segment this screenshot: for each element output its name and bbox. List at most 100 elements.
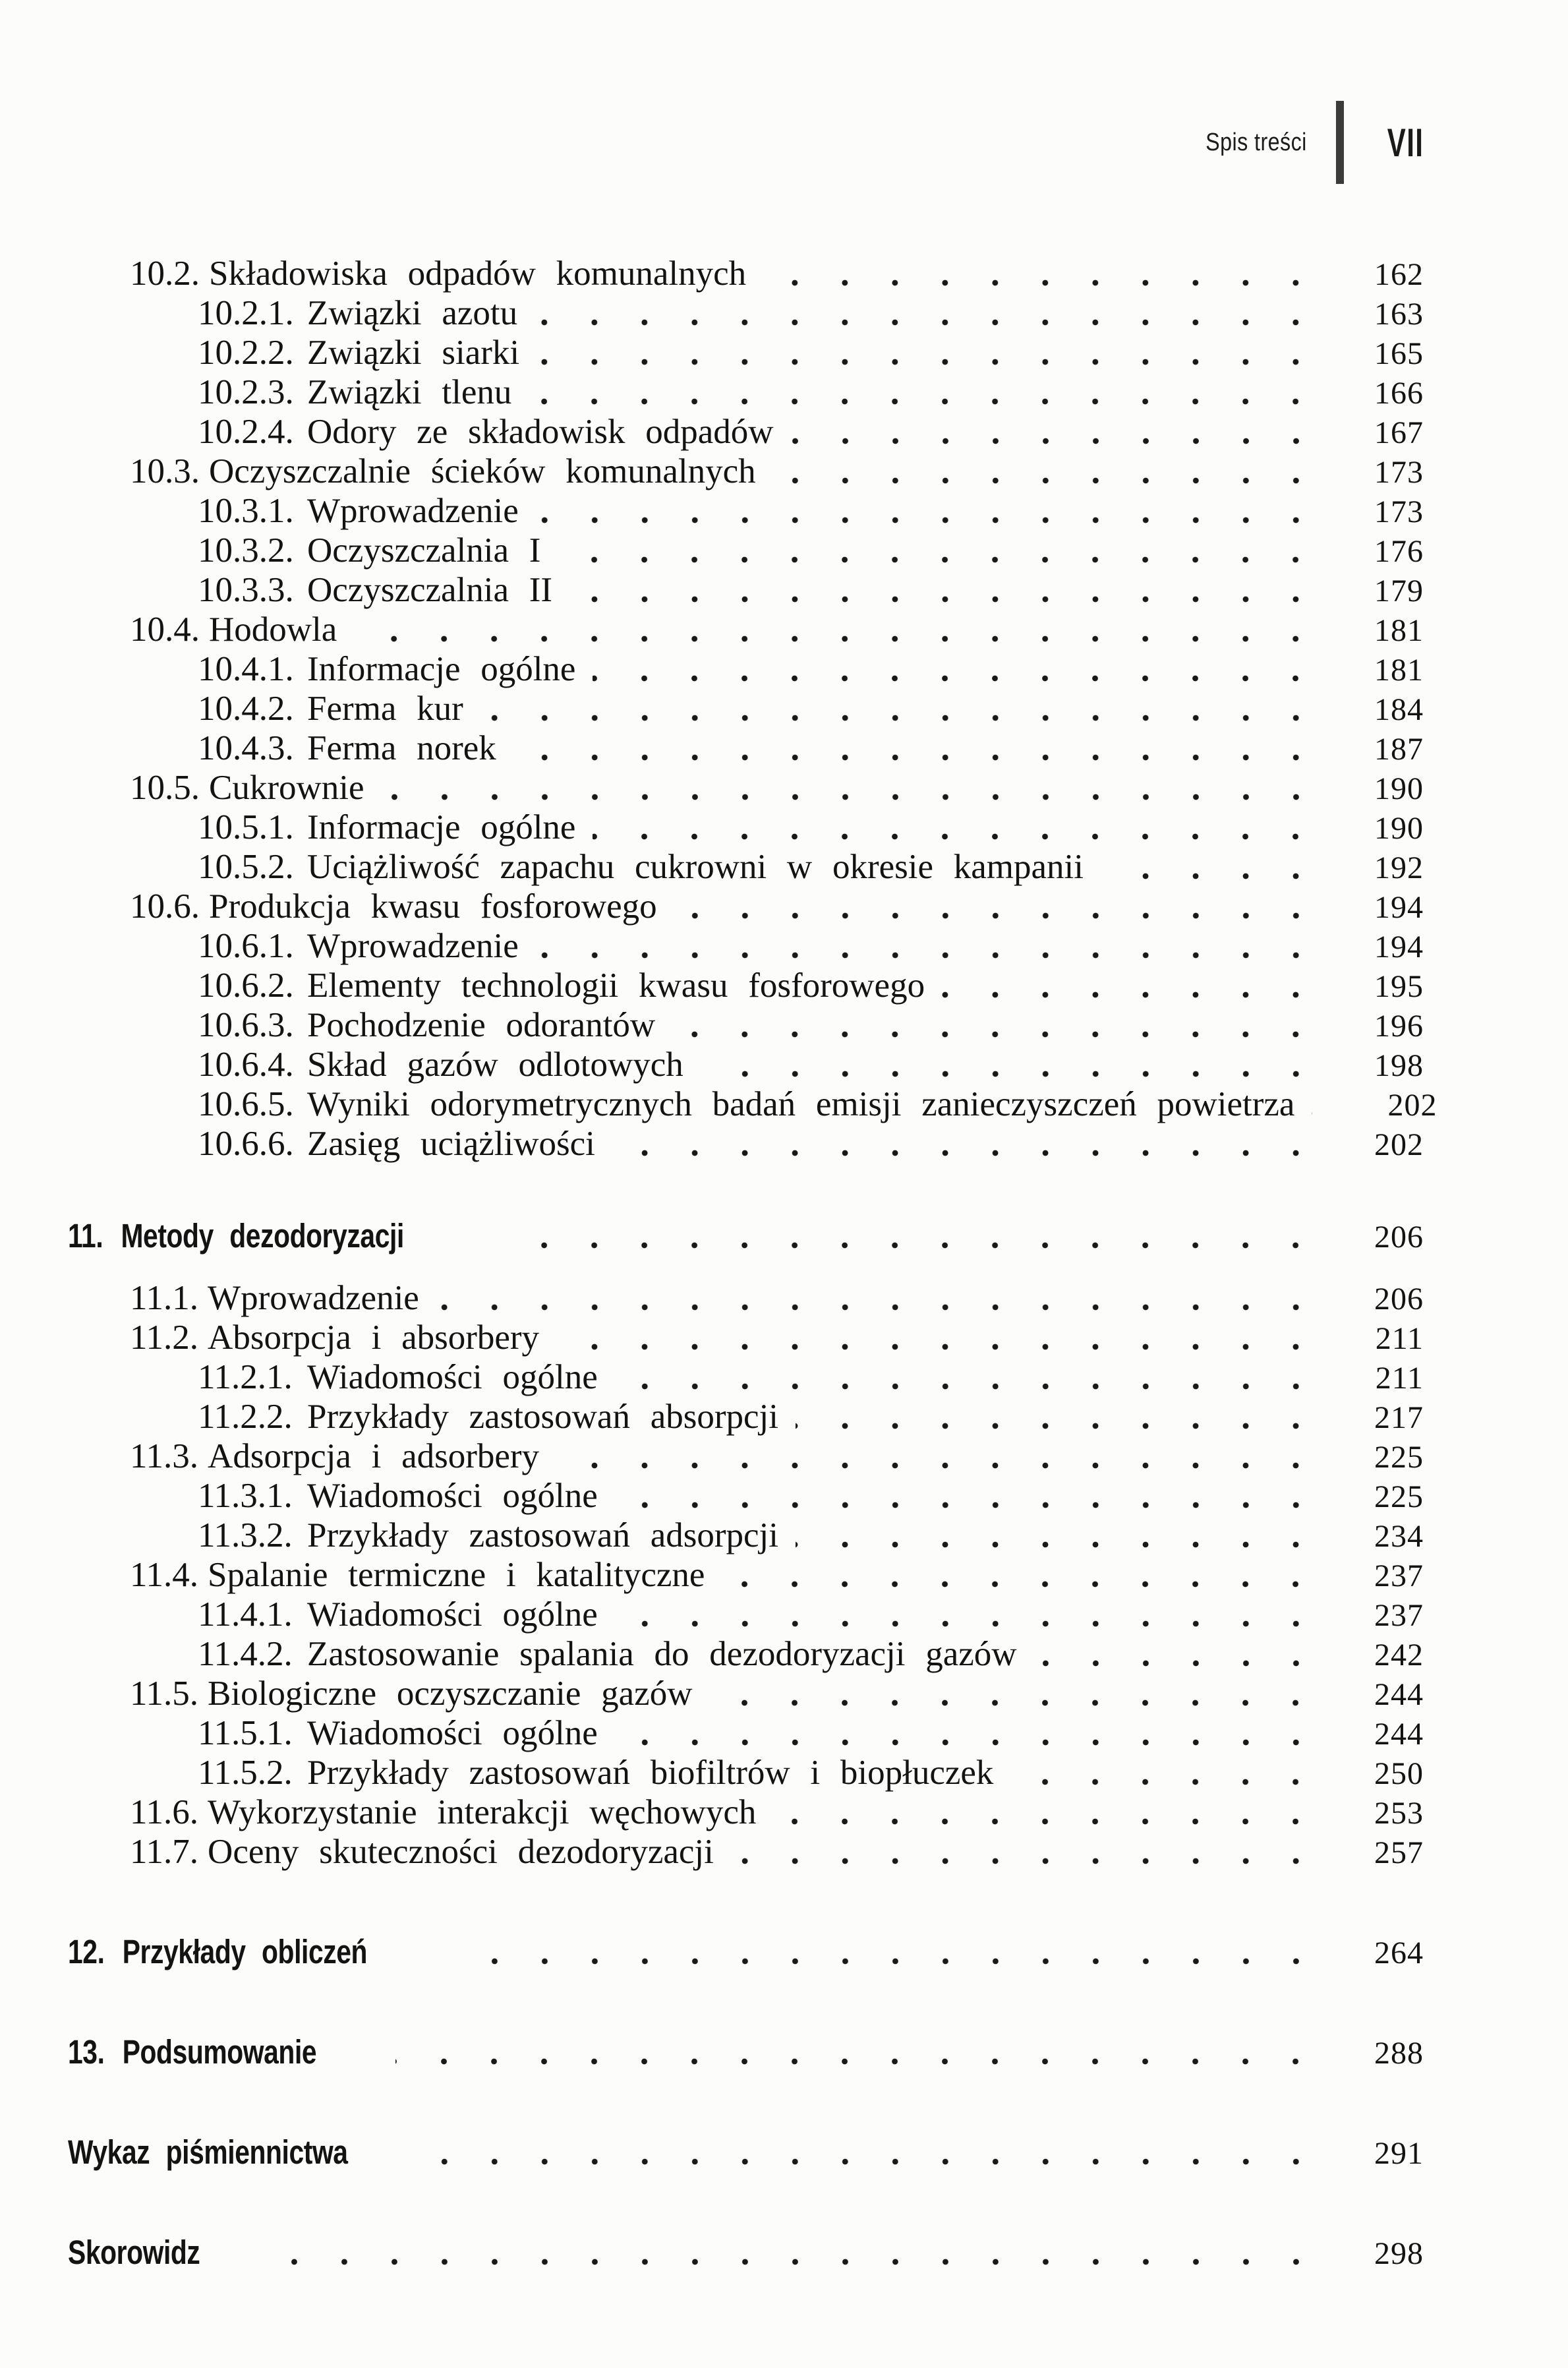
toc-entry-page: 181	[1374, 653, 1424, 688]
toc-entry-title: Wykaz piśmiennictwa	[68, 2133, 348, 2171]
toc-entry-number: 10.4.1.	[198, 650, 294, 688]
toc-entry-number: 11.5.1.	[198, 1714, 293, 1752]
toc-entry-page: 288	[1374, 2036, 1424, 2071]
toc-entry: 11.5.1. Wiadomości ogólne 244	[68, 1713, 1424, 1753]
toc-entry-page: 194	[1374, 890, 1424, 925]
toc-entry-number: 10.4.	[130, 610, 200, 649]
toc-entry-page: 250	[1374, 1756, 1424, 1791]
toc-entry-number: 10.6.1.	[198, 927, 294, 965]
dot-leader	[672, 1005, 1325, 1045]
dot-leader	[1312, 1084, 1339, 1124]
dot-leader	[700, 1045, 1325, 1084]
toc-entry-title: Związki siarki	[307, 334, 520, 372]
toc-entry: 10.6.5. Wyniki odorymetrycznych badań em…	[68, 1084, 1436, 1124]
running-header: Spis treści VII	[1188, 99, 1424, 186]
dot-leader	[614, 1357, 1325, 1397]
toc-entry-page: 217	[1374, 1400, 1424, 1435]
toc-entry-page: 264	[1374, 1936, 1424, 1970]
toc-entry: 10.5.2. Uciążliwość zapachu cukrowni w o…	[68, 847, 1424, 887]
toc-entry-title: Wiadomości ogólne	[307, 1595, 598, 1634]
dot-leader	[730, 1832, 1325, 1872]
toc-entry-page: 196	[1374, 1009, 1424, 1044]
toc-entry-page: 190	[1374, 771, 1424, 806]
toc-entry-title: Przykłady zastosowań adsorpcji	[307, 1516, 778, 1554]
dot-leader	[674, 887, 1325, 926]
toc-entry-title: Zastosowanie spalania do dezodoryzacji g…	[307, 1635, 1017, 1673]
toc-entry-text: 12. Przykłady obliczeń	[68, 1932, 367, 1972]
toc-entry-title: Spalanie termiczne i katalityczne	[208, 1556, 705, 1594]
toc-entry-number: 11.5.	[130, 1674, 199, 1713]
dot-leader	[480, 689, 1325, 728]
toc-entry: 10.6.6. Zasięg uciążliwości 202	[68, 1124, 1424, 1164]
toc-entry: 10.6.4. Skład gazów odlotowych 198	[68, 1045, 1424, 1084]
toc-entry: 10.3.2. Oczyszczalnia I 176	[68, 531, 1424, 570]
toc-entry: 11.4. Spalanie termiczne i katalityczne …	[68, 1555, 1424, 1595]
dot-leader	[614, 1713, 1325, 1753]
dot-leader	[593, 649, 1325, 689]
toc-entry: 11.2.1. Wiadomości ogólne 211	[68, 1357, 1424, 1397]
toc-entry: 11.3.2. Przykłady zastosowań adsorpcji 2…	[68, 1516, 1424, 1555]
toc-entry-number: 10.4.3.	[198, 729, 294, 767]
dot-leader	[535, 293, 1325, 333]
toc-entry-number: 10.6.2.	[198, 966, 294, 1005]
toc-entry-title: Wiadomości ogólne	[307, 1477, 598, 1515]
toc-entry-number: 11.4.2.	[198, 1635, 293, 1673]
toc-entry-page: 195	[1374, 969, 1424, 1004]
dot-leader	[722, 1555, 1325, 1595]
toc-entry: 11.4.1. Wiadomości ogólne 237	[68, 1595, 1424, 1634]
toc-entry-page: 202	[1387, 1088, 1437, 1123]
toc-entry-page: 163	[1374, 297, 1424, 332]
dot-leader	[569, 570, 1325, 610]
toc-entry: 10.6. Produkcja kwasu fosforowego 194	[68, 887, 1424, 926]
toc-entry: 11.3. Adsorpcja i adsorbery 225	[68, 1436, 1424, 1476]
toc-entry: 11.7. Oceny skuteczności dezodoryzacji 2…	[68, 1832, 1424, 1872]
dot-leader	[1033, 1634, 1325, 1674]
toc-entry-text: 11. Metody dezodoryzacji	[68, 1216, 404, 1256]
toc-entry-page: 165	[1374, 336, 1424, 371]
toc-entry-title: Wprowadzenie	[208, 1279, 419, 1317]
toc-entry-title: Hodowla	[209, 610, 337, 649]
toc-entry-number: 11.4.	[130, 1556, 199, 1594]
toc-entry-number: 11.5.2.	[198, 1754, 293, 1792]
toc-entry-title: Przykłady zastosowań absorpcji	[307, 1398, 778, 1436]
dot-leader	[556, 1318, 1325, 1357]
toc-entry-title: Oczyszczalnia I	[307, 531, 541, 570]
dot-leader	[709, 1674, 1325, 1713]
toc-entry-title: Biologiczne oczyszczanie gazów	[208, 1674, 693, 1713]
toc-entry-title: Przykłady obliczeń	[122, 1933, 368, 1970]
toc-entry-title: Cukrownie	[209, 769, 364, 807]
toc-entry-page: 202	[1374, 1127, 1424, 1162]
toc-entry: Skorowidz 298	[68, 2233, 1424, 2272]
toc-entry-title: Składowiska odpadów komunalnych	[209, 254, 747, 293]
toc-entry-number: 11.	[68, 1217, 103, 1255]
toc-entry: 11.3.1. Wiadomości ogólne 225	[68, 1476, 1424, 1516]
toc-entry-page: 234	[1374, 1519, 1424, 1554]
toc-entry-number: 10.5.	[130, 769, 200, 807]
toc-entry: 10.3. Oczyszczalnie ścieków komunalnych …	[68, 452, 1424, 491]
toc-entry-page: 179	[1374, 574, 1424, 608]
toc-entry-page: 162	[1374, 257, 1424, 292]
running-head-title: Spis treści	[1205, 128, 1307, 156]
toc-entry: 10.2.1. Związki azotu 163	[68, 293, 1424, 333]
toc-entry-title: Ferma kur	[307, 690, 463, 728]
toc-entry-title: Zasięg uciążliwości	[307, 1125, 595, 1163]
toc-entry-number: 10.2.2.	[198, 334, 294, 372]
toc-entry-page: 173	[1374, 494, 1424, 529]
toc-entry-number: 10.2.3.	[198, 373, 294, 411]
toc-entry-page: 173	[1374, 455, 1424, 490]
toc-entry: 11. Metody dezodoryzacji 206	[68, 1216, 1424, 1256]
toc-entry: 10.5. Cukrownie 190	[68, 768, 1424, 808]
toc-entry-text: Skorowidz	[68, 2233, 200, 2272]
toc-entry-page: 237	[1374, 1558, 1424, 1593]
toc-entry-title: Przykłady zastosowań biofiltrów i biopłu…	[307, 1754, 994, 1792]
toc-entry-title: Wiadomości ogólne	[307, 1714, 598, 1752]
toc-entry-page: 181	[1374, 613, 1424, 648]
toc-entry-title: Podsumowanie	[122, 2033, 317, 2071]
toc-entry-text: Wykaz piśmiennictwa	[68, 2133, 348, 2172]
toc-entry: 10.3.1. Wprowadzenie 173	[68, 491, 1424, 531]
toc-entry-title: Oczyszczalnia II	[307, 571, 553, 609]
toc-entry-page: 242	[1374, 1638, 1424, 1672]
dot-leader	[505, 1216, 1325, 1256]
dot-leader	[1100, 847, 1325, 887]
